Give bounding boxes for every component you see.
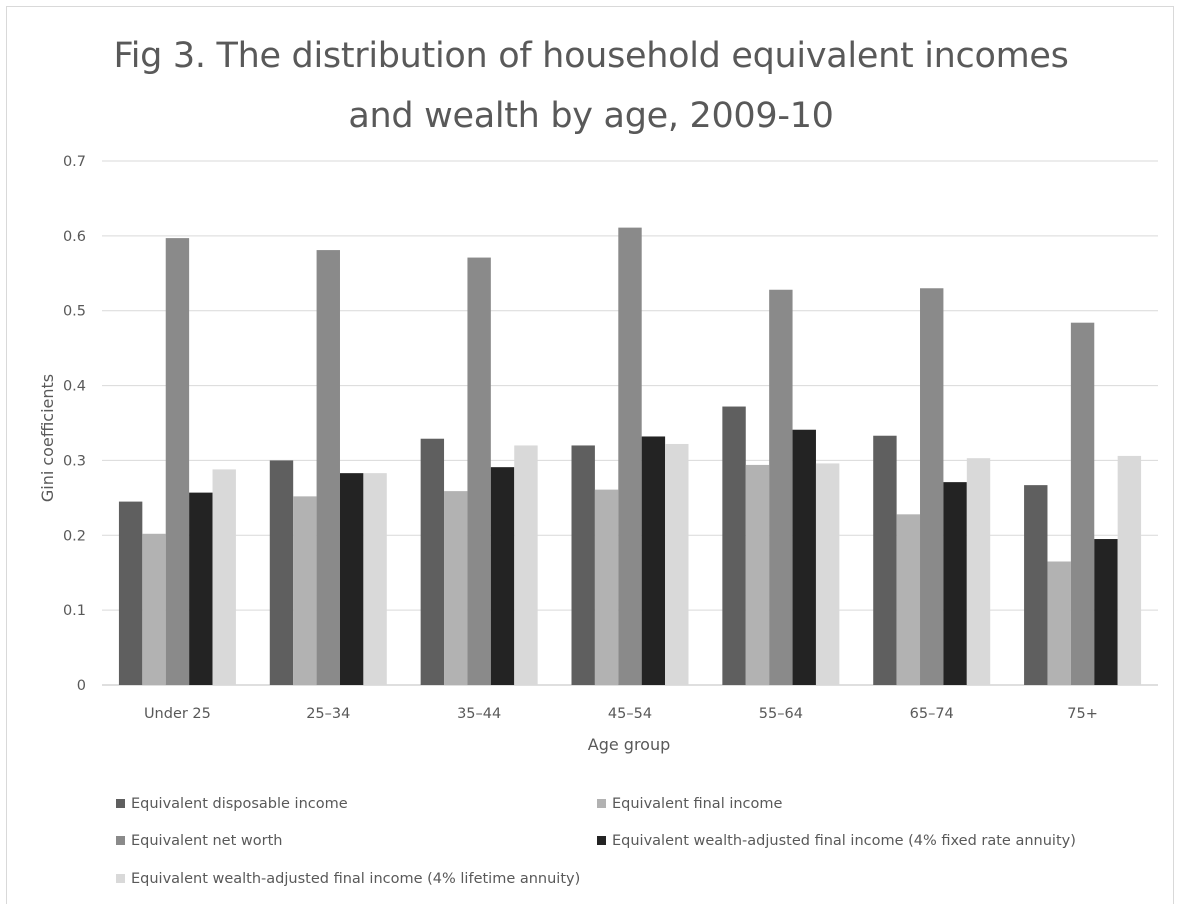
legend-item: Equivalent wealth-adjusted final income … [597,832,1076,850]
bar [769,289,793,685]
x-tick-label: Under 25 [144,706,211,722]
x-tick-label: 35–44 [457,706,501,722]
x-axis-label: Age group [588,735,671,754]
bar [293,496,317,685]
bar [792,429,816,685]
chart-title-line-2: and wealth by age, 2009-10 [348,96,834,136]
bar [1047,561,1071,685]
x-tick-label: 75+ [1067,706,1098,722]
bar [420,438,445,685]
bar [467,257,491,685]
y-axis-ticks: 0 0.1 0.2 0.3 0.4 0.5 0.6 0.7 [63,154,86,694]
legend-label: Equivalent wealth-adjusted final income … [131,871,581,887]
bar [269,460,294,685]
chart-title: Fig 3. The distribution of household equ… [0,26,1182,146]
legend-swatch [116,874,125,883]
y-tick-label: 0.1 [63,603,86,619]
y-tick-label: 0.2 [63,528,86,544]
legend-label: Equivalent net worth [131,833,283,849]
legend-label: Equivalent final income [612,796,783,812]
bar [966,458,991,685]
bar [316,250,340,685]
bar [943,482,967,685]
legend-swatch [597,799,606,808]
bar [722,406,746,685]
legend-item: Equivalent final income [597,795,782,813]
bars [118,227,1142,686]
bar [339,473,364,685]
bar [641,436,666,685]
bar [212,469,236,685]
bar [571,445,595,685]
y-tick-label: 0.5 [63,304,86,320]
x-tick-label: 55–64 [759,706,803,722]
y-tick-label: 0.7 [63,154,86,170]
x-tick-label: 45–54 [608,706,652,722]
x-tick-label: 25–34 [306,706,350,722]
x-tick-label: 65–74 [910,706,954,722]
bar [665,443,689,685]
chart-title-line-1: Fig 3. The distribution of household equ… [113,36,1069,76]
y-tick-label: 0.4 [63,379,86,395]
bar [363,473,387,685]
bar [1094,539,1118,685]
bar [118,501,143,685]
bar [514,445,538,685]
bar [1117,455,1142,685]
bar [896,514,921,685]
y-axis-label: Gini coefficients [38,374,57,502]
y-tick-label: 0 [77,678,86,694]
bar [165,238,190,686]
bar [815,463,840,685]
y-tick-label: 0.3 [63,453,86,469]
bar [594,489,619,685]
legend-item: Equivalent wealth-adjusted final income … [116,870,580,888]
bar [142,533,166,685]
bar [745,464,770,685]
y-tick-label: 0.6 [63,229,86,245]
bar [189,492,213,685]
bar [618,227,642,685]
bar [490,467,515,685]
legend-item: Equivalent disposable income [116,795,348,813]
bar [873,435,897,685]
x-axis-ticks: Under 25 25–34 35–44 45–54 55–64 65–74 75+ [144,706,1098,722]
legend-swatch [116,799,125,808]
legend-label: Equivalent wealth-adjusted final income … [612,833,1076,849]
legend-item: Equivalent net worth [116,832,282,850]
bar [444,491,468,685]
bar [1070,322,1095,685]
bar [1024,485,1048,685]
legend-label: Equivalent disposable income [131,796,348,812]
legend-swatch [116,836,125,845]
legend-swatch [597,836,606,845]
bar [920,288,944,685]
